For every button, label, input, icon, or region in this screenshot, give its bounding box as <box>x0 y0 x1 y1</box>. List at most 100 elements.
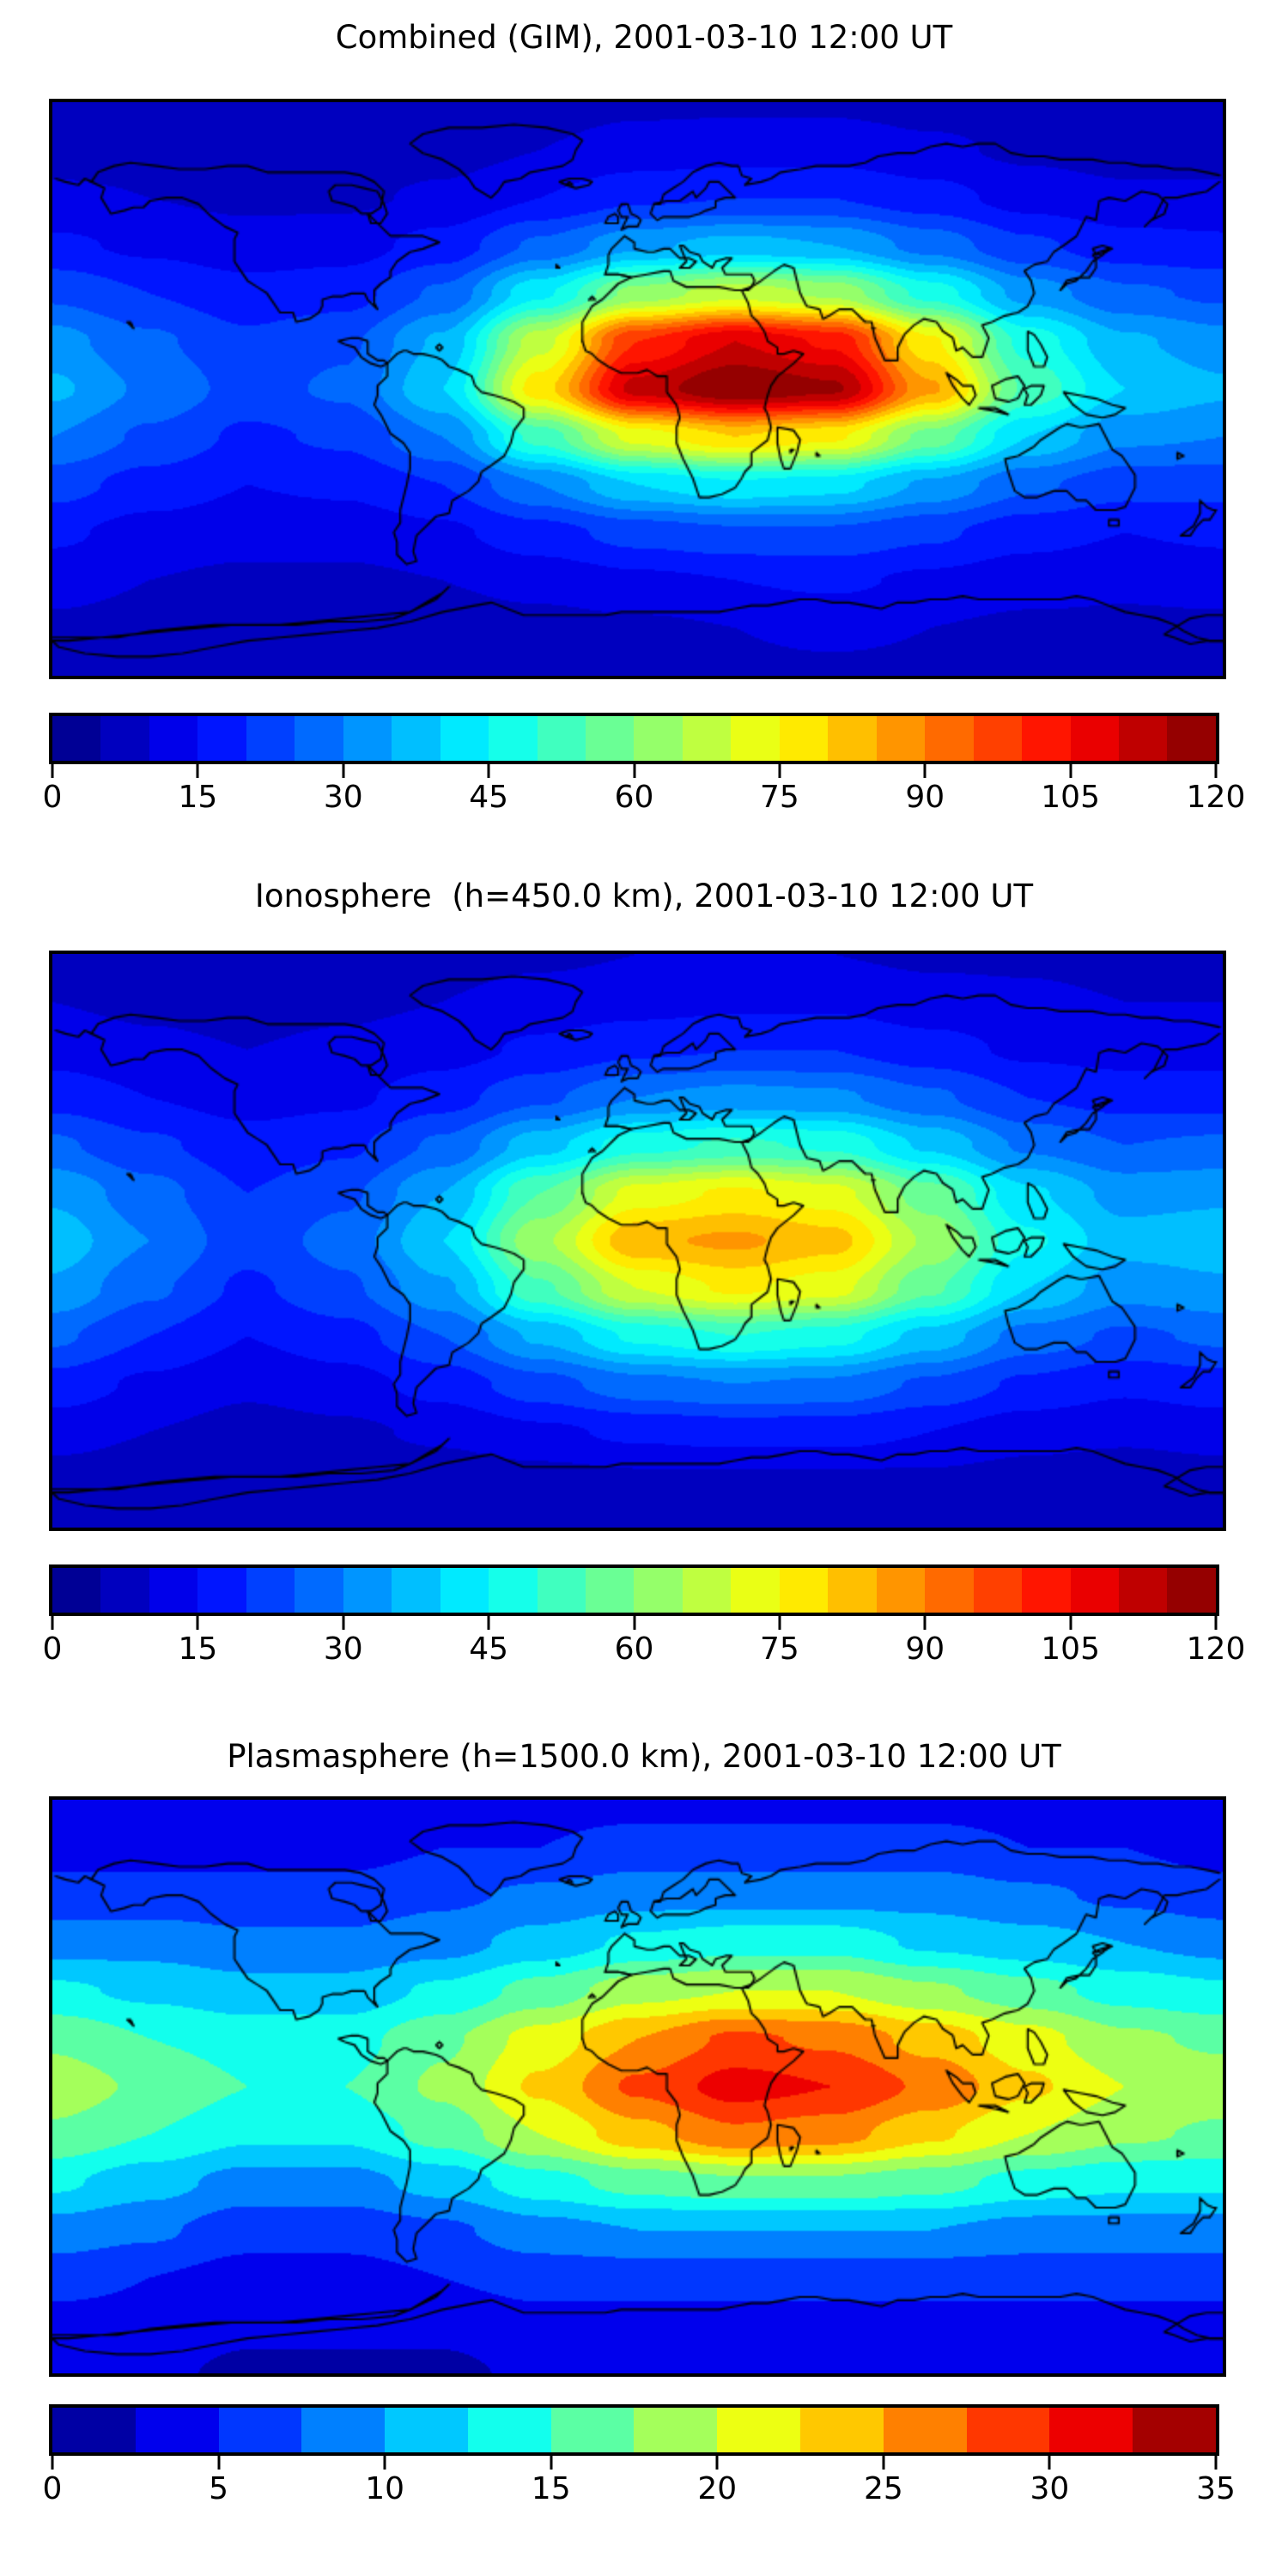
colorbar-ticks-ionosphere <box>49 1616 1219 1631</box>
colorbar-band <box>1167 716 1216 761</box>
colorbar-band <box>876 1568 926 1613</box>
colorbar-band <box>537 1568 586 1613</box>
colorbar-band <box>440 716 489 761</box>
colorbar-tick-label: 30 <box>323 1631 363 1667</box>
colorbar-tick <box>383 2456 386 2470</box>
colorbar-tick <box>923 764 927 778</box>
colorbar-band <box>135 2408 219 2452</box>
colorbar-band <box>489 1568 538 1613</box>
colorbar-ionosphere <box>49 1564 1219 1616</box>
colorbar-tick <box>923 1616 927 1630</box>
colorbar-tick-label: 35 <box>1196 2471 1236 2506</box>
map-canvas-ionosphere <box>52 954 1223 1528</box>
colorbar-tick-label: 120 <box>1186 1631 1246 1667</box>
colorbar-band <box>149 1568 198 1613</box>
colorbar-tick <box>1069 1616 1072 1630</box>
colorbar-band <box>1118 716 1168 761</box>
colorbar-tick-label: 0 <box>42 780 63 815</box>
colorbar-band <box>1049 2408 1133 2452</box>
colorbar-band <box>197 1568 246 1613</box>
colorbar-band <box>828 1568 877 1613</box>
colorbar-tick-label: 45 <box>469 780 509 815</box>
colorbar-band <box>925 716 974 761</box>
colorbar-band <box>343 1568 392 1613</box>
colorbar-band <box>467 2408 551 2452</box>
panel-combined: Combined (GIM), 2001-03-10 12:00 UT 0 15 3… <box>0 0 1288 859</box>
colorbar-tick-label: 75 <box>759 780 799 815</box>
colorbar-band <box>52 716 101 761</box>
map-canvas-combined <box>52 102 1223 676</box>
colorbar-plasmasphere <box>49 2404 1219 2456</box>
colorbar-tick <box>778 1616 781 1630</box>
colorbar-tick-label: 5 <box>209 2471 229 2506</box>
colorbar-band <box>585 1568 635 1613</box>
colorbar-band <box>1070 1568 1119 1613</box>
colorbar-band <box>100 1568 149 1613</box>
colorbar-band <box>246 1568 295 1613</box>
colorbar-band <box>246 716 295 761</box>
colorbar-tick-label: 0 <box>42 1631 63 1667</box>
colorbar-tick <box>342 1616 345 1630</box>
colorbar-band <box>301 2408 386 2452</box>
colorbar-tick-label: 10 <box>365 2471 405 2506</box>
colorbar-band <box>1167 1568 1216 1613</box>
colorbar-tick-label: 60 <box>614 780 654 815</box>
colorbar-band <box>392 716 440 761</box>
colorbar-tick-label: 75 <box>759 1631 799 1667</box>
colorbar-tick <box>1214 1616 1218 1630</box>
colorbar-tick <box>217 2456 221 2470</box>
map-plasmasphere <box>49 1796 1226 2377</box>
colorbar-band <box>52 2408 136 2452</box>
colorbar-band <box>800 2408 884 2452</box>
colorbar-tick <box>778 764 781 778</box>
colorbar-tick-label: 25 <box>863 2471 903 2506</box>
colorbar-ticks-combined <box>49 764 1219 780</box>
colorbar-tick <box>487 764 490 778</box>
colorbar-tick-label: 90 <box>905 1631 945 1667</box>
colorbar-band <box>966 2408 1050 2452</box>
map-canvas-plasmasphere <box>52 1800 1223 2373</box>
colorbar-tick <box>1214 764 1218 778</box>
colorbar-labels-plasmasphere: 0 5 10 15 20 25 30 35 <box>43 2471 1236 2511</box>
colorbar-band <box>52 1568 101 1613</box>
colorbar-band <box>634 2408 718 2452</box>
colorbar-band <box>731 1568 780 1613</box>
colorbar-band <box>489 716 538 761</box>
colorbar-band <box>392 1568 440 1613</box>
panel-title-combined: Combined (GIM), 2001-03-10 12:00 UT <box>335 19 953 56</box>
colorbar-band <box>779 716 829 761</box>
colorbar-tick-label: 15 <box>178 1631 218 1667</box>
colorbar-band <box>440 1568 489 1613</box>
colorbar-tick <box>51 2456 54 2470</box>
colorbar-tick <box>342 764 345 778</box>
colorbar-band <box>537 716 586 761</box>
colorbar-labels-combined: 0 15 30 45 60 75 90 105 120 <box>43 780 1246 819</box>
colorbar-tick-label: 45 <box>469 1631 509 1667</box>
colorbar-tick <box>196 1616 199 1630</box>
colorbar-band <box>1118 1568 1168 1613</box>
colorbar-band <box>779 1568 829 1613</box>
panel-title-plasmasphere: Plasmasphere (h=1500.0 km), 2001-03-10 1… <box>227 1738 1061 1775</box>
colorbar-tick <box>196 764 199 778</box>
colorbar-band <box>925 1568 974 1613</box>
colorbar-band <box>828 716 877 761</box>
colorbar-tick <box>51 1616 54 1630</box>
colorbar-band <box>1070 716 1119 761</box>
colorbar-band <box>385 2408 468 2452</box>
colorbar-tick <box>487 1616 490 1630</box>
colorbar-tick <box>633 1616 635 1630</box>
colorbar-band <box>218 2408 302 2452</box>
colorbar-tick <box>633 764 635 778</box>
colorbar-band <box>883 2408 967 2452</box>
colorbar-labels-ionosphere: 0 15 30 45 60 75 90 105 120 <box>43 1631 1246 1671</box>
panel-plasmasphere: Plasmasphere (h=1500.0 km), 2001-03-10 1… <box>0 1717 1288 2576</box>
colorbar-tick-label: 15 <box>531 2471 571 2506</box>
panel-title-ionosphere: Ionosphere (h=450.0 km), 2001-03-10 12:0… <box>254 878 1034 914</box>
colorbar-tick <box>550 2456 553 2470</box>
map-ionosphere <box>49 951 1226 1531</box>
colorbar-band <box>295 1568 343 1613</box>
colorbar-tick-label: 15 <box>178 780 218 815</box>
colorbar-tick <box>882 2456 885 2470</box>
colorbar-band <box>585 716 635 761</box>
